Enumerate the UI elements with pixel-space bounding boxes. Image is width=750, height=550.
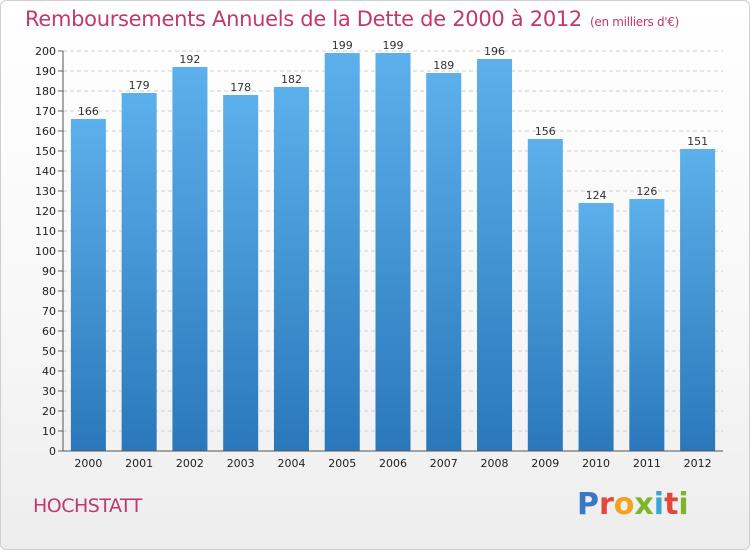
bar (324, 53, 360, 451)
y-tick-label: 150 (35, 145, 56, 158)
y-tick-label: 90 (42, 265, 56, 278)
bar (375, 53, 411, 451)
y-tick-label: 50 (42, 345, 56, 358)
y-tick-label: 0 (49, 445, 56, 458)
y-tick-label: 40 (42, 365, 56, 378)
y-tick-label: 70 (42, 305, 56, 318)
logo-letter: P (577, 487, 599, 522)
x-tick-label: 2010 (582, 457, 610, 470)
bar-value-labels: 166 179 192 178 182 199 199 189 196 156 124 126 151 (78, 39, 708, 202)
bar-value-label: 199 (332, 39, 353, 52)
x-tick-label: 2000 (74, 457, 102, 470)
y-tick-label: 160 (35, 125, 56, 138)
axes (62, 51, 723, 452)
x-tick-label: 2001 (125, 457, 153, 470)
bar-value-label: 151 (687, 135, 708, 148)
x-tick-label: 2005 (328, 457, 356, 470)
bar (172, 67, 208, 451)
y-axis-ticks: 0 10 20 30 40 50 60 70 80 90 100 110 120 130 140 150 160… (35, 45, 63, 458)
x-tick-label: 2006 (379, 457, 407, 470)
city-name: HOCHSTATT (33, 495, 142, 517)
x-tick-label: 2007 (430, 457, 458, 470)
bar (121, 93, 157, 451)
bars (70, 53, 716, 451)
chart-title: Remboursements Annuels de la Dette de 20… (25, 7, 679, 31)
chart-title-text: Remboursements Annuels de la Dette de 20… (25, 7, 582, 31)
bar-value-label: 124 (586, 189, 607, 202)
y-tick-label: 60 (42, 325, 56, 338)
y-tick-label: 180 (35, 85, 56, 98)
logo-letter: x (634, 487, 654, 522)
bar (426, 73, 462, 451)
y-tick-label: 110 (35, 225, 56, 238)
x-tick-label: 2009 (531, 457, 559, 470)
y-tick-label: 190 (35, 65, 56, 78)
logo-letter: i (653, 487, 665, 522)
bar-value-label: 156 (535, 125, 556, 138)
y-tick-label: 20 (42, 405, 56, 418)
bar-value-label: 182 (281, 73, 302, 86)
bar-value-label: 189 (433, 59, 454, 72)
bar-value-label: 166 (78, 105, 99, 118)
logo-letter: o (613, 487, 635, 522)
proxiti-logo: Proxiti (577, 487, 689, 522)
bar (70, 119, 106, 451)
bar (223, 95, 259, 451)
y-tick-label: 200 (35, 45, 56, 58)
y-tick-label: 130 (35, 185, 56, 198)
bar (477, 59, 513, 451)
x-axis-ticks: 2000 2001 2002 2003 2004 2005 2006 2007 2008 2009… (74, 457, 711, 470)
bar (527, 139, 563, 451)
x-tick-label: 2003 (227, 457, 255, 470)
logo-letter: t (664, 487, 679, 522)
y-tick-label: 140 (35, 165, 56, 178)
y-tick-label: 120 (35, 205, 56, 218)
chart-subtitle: (en milliers d'€) (590, 15, 680, 29)
bar-value-label: 199 (383, 39, 404, 52)
bar (578, 203, 614, 451)
x-tick-label: 2002 (176, 457, 204, 470)
x-tick-label: 2008 (481, 457, 509, 470)
logo-letter: r (599, 487, 614, 522)
bar-value-label: 179 (129, 79, 150, 92)
x-tick-label: 2004 (277, 457, 305, 470)
y-tick-label: 10 (42, 425, 56, 438)
bar-value-label: 196 (484, 45, 505, 58)
bar (629, 199, 665, 451)
bar-value-label: 192 (179, 53, 200, 66)
x-tick-label: 2011 (633, 457, 661, 470)
bar (680, 149, 716, 451)
y-tick-label: 100 (35, 245, 56, 258)
bar (273, 87, 309, 451)
logo-letter: i (678, 487, 689, 522)
y-tick-label: 30 (42, 385, 56, 398)
bar-value-label: 126 (636, 185, 657, 198)
x-tick-label: 2012 (684, 457, 712, 470)
y-tick-label: 170 (35, 105, 56, 118)
bar-value-label: 178 (230, 81, 251, 94)
y-tick-label: 80 (42, 285, 56, 298)
